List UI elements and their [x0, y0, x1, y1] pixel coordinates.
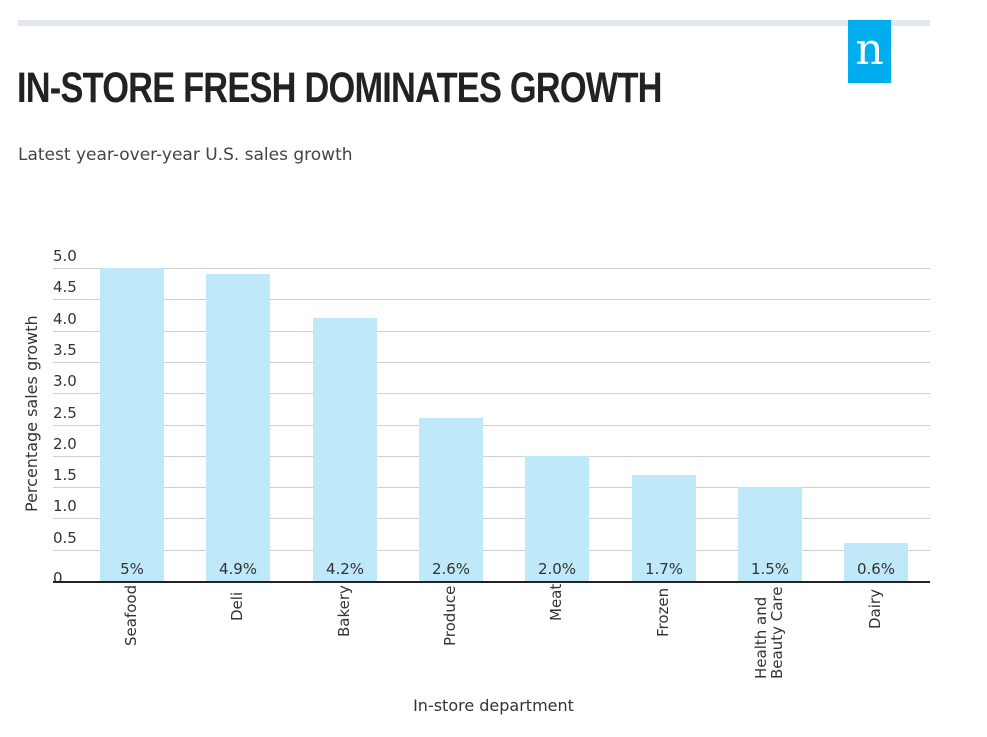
gridline: [53, 393, 930, 394]
y-tick-label: 4.0: [53, 310, 77, 328]
x-tick-label: Seafood: [122, 584, 140, 646]
gridline: [53, 518, 930, 519]
logo-letter: n: [855, 24, 884, 75]
x-tick-label: Produce: [441, 585, 459, 646]
bar-data-label: 5%: [120, 560, 144, 578]
y-axis-label: Percentage sales growth: [22, 315, 41, 512]
brand-logo: n: [848, 20, 891, 83]
y-tick-label: 3.5: [53, 341, 77, 359]
y-tick-label: 1.5: [53, 466, 77, 484]
y-tick-label: 3.0: [53, 372, 77, 390]
x-tick-label-line: Frozen: [654, 587, 672, 637]
x-tick-label: Dairy: [866, 589, 884, 629]
gridline: [53, 550, 930, 551]
x-tick-label-line: Seafood: [122, 584, 140, 646]
bar-data-label: 0.6%: [856, 560, 896, 578]
bar: [313, 318, 377, 581]
bar: [100, 268, 164, 581]
gridline: [53, 299, 930, 300]
x-tick-label-line: Bakery: [335, 585, 353, 637]
y-tick-label: 4.5: [53, 278, 77, 296]
x-tick-label-line: Dairy: [866, 589, 884, 629]
bar: [206, 274, 270, 581]
gridline: [53, 331, 930, 332]
x-tick-label-line: Produce: [441, 585, 459, 646]
bar-data-label: 1.5%: [750, 560, 790, 578]
y-tick-label: 0.5: [53, 529, 77, 547]
gridline: [53, 268, 930, 269]
bar-data-label: 1.7%: [644, 560, 684, 578]
top-rule: [18, 20, 930, 26]
y-tick-label: 2.0: [53, 435, 77, 453]
bar-data-label: 4.9%: [218, 560, 258, 578]
y-tick-label: 5.0: [53, 247, 77, 265]
bar-data-label: 2.6%: [431, 560, 471, 578]
bar: [632, 475, 696, 581]
bar: [844, 543, 908, 581]
gridline: [53, 456, 930, 457]
x-tick-label: Health and Beauty Care: [752, 586, 786, 679]
x-tick-label: Frozen: [654, 587, 672, 637]
y-tick-label: 2.5: [53, 404, 77, 422]
bar-data-label: 2.0%: [537, 560, 577, 578]
chart-subtitle: Latest year-over-year U.S. sales growth: [18, 145, 353, 165]
x-axis-baseline: [53, 581, 930, 583]
bar-data-label: 4.2%: [325, 560, 365, 578]
y-tick-label: 0: [53, 569, 63, 587]
x-tick-label: Deli: [228, 591, 246, 621]
x-tick-label-line: Beauty Care: [767, 586, 786, 679]
gridline: [53, 425, 930, 426]
bar: [738, 487, 802, 581]
bar: [419, 418, 483, 581]
x-axis-label: In-store department: [413, 696, 574, 715]
x-tick-label: Bakery: [335, 585, 353, 637]
bar: [525, 456, 589, 581]
gridline: [53, 362, 930, 363]
chart-title: IN-STORE FRESH DOMINATES GROWTH: [17, 64, 663, 112]
x-tick-label-line: Meat: [547, 583, 565, 621]
gridline: [53, 487, 930, 488]
x-tick-label: Meat: [547, 583, 565, 621]
x-tick-label-line: Deli: [228, 591, 246, 621]
y-tick-label: 1.0: [53, 497, 77, 515]
